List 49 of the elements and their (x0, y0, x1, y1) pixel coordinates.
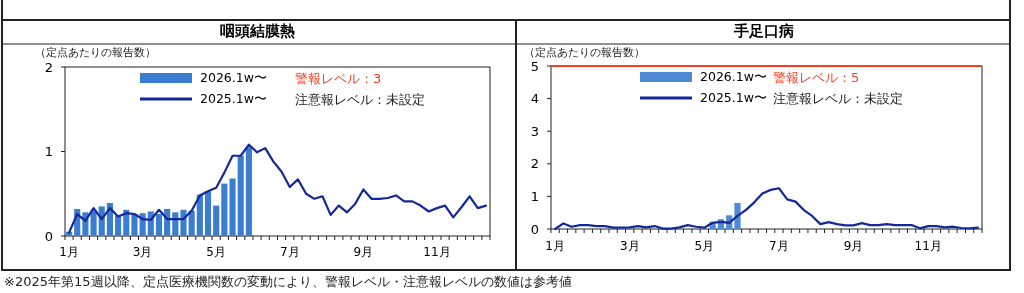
bar (172, 212, 179, 236)
ref-line-label: 警報レベル：5 (773, 69, 860, 85)
x-tick-label: 1月 (545, 239, 565, 253)
bar (237, 155, 244, 236)
bar (188, 210, 195, 236)
line-series (554, 187, 979, 231)
y-tick-label: 1 (44, 144, 53, 160)
y-axis-title: （定点あたりの報告数） (524, 46, 645, 59)
bar (115, 215, 122, 236)
y-tick-label: 2 (44, 59, 53, 75)
chart-title: 手足口病 (733, 22, 794, 40)
y-tick-label: 2 (530, 156, 539, 172)
x-tick-label: 3月 (619, 239, 640, 253)
bar (221, 183, 228, 236)
y-tick-label: 4 (530, 91, 539, 107)
x-tick-label: 3月 (132, 245, 153, 259)
bar (155, 214, 163, 236)
bar (204, 191, 212, 236)
bar (213, 205, 220, 236)
annotation: 注意報レベル：未設定 (295, 91, 425, 107)
x-tick-label: 7月 (279, 245, 300, 259)
y-tick-label: 3 (530, 123, 539, 139)
x-tick-label: 1月 (59, 245, 79, 259)
bar (131, 214, 138, 236)
bar (245, 147, 252, 236)
bar (90, 210, 97, 236)
legend-label: 2026.1w〜 (700, 69, 767, 85)
x-tick-label: 9月 (353, 245, 374, 259)
bar (196, 194, 203, 236)
x-tick-label: 11月 (423, 245, 451, 259)
legend-label: 2025.1w〜 (200, 91, 267, 107)
text: ※2025年第15週以降、定点医療機関数の変動により、警報レベル・注意報レベルの数値は参考値 (4, 273, 572, 289)
x-tick-label: 7月 (769, 239, 789, 253)
line-series (67, 143, 488, 234)
chart-title: 咽頭結膜熱 (220, 22, 295, 40)
y-axis-title: （定点あたりの報告数） (35, 46, 156, 59)
x-tick-label: 5月 (206, 245, 227, 259)
annotation: 警報レベル：3 (295, 70, 382, 86)
x-tick-label: 9月 (843, 239, 864, 253)
y-tick-label: 0 (44, 228, 53, 244)
x-tick-label: 11月 (914, 239, 942, 253)
legend-label: 2025.1w〜 (700, 90, 767, 106)
annotation: 注意報レベル：未設定 (773, 90, 903, 106)
bar (229, 178, 236, 236)
x-tick-label: 5月 (694, 239, 715, 253)
y-tick-label: 5 (530, 58, 539, 74)
y-tick-label: 0 (530, 221, 539, 237)
y-tick-label: 1 (530, 188, 539, 204)
legend-label: 2026.1w〜 (200, 70, 267, 86)
